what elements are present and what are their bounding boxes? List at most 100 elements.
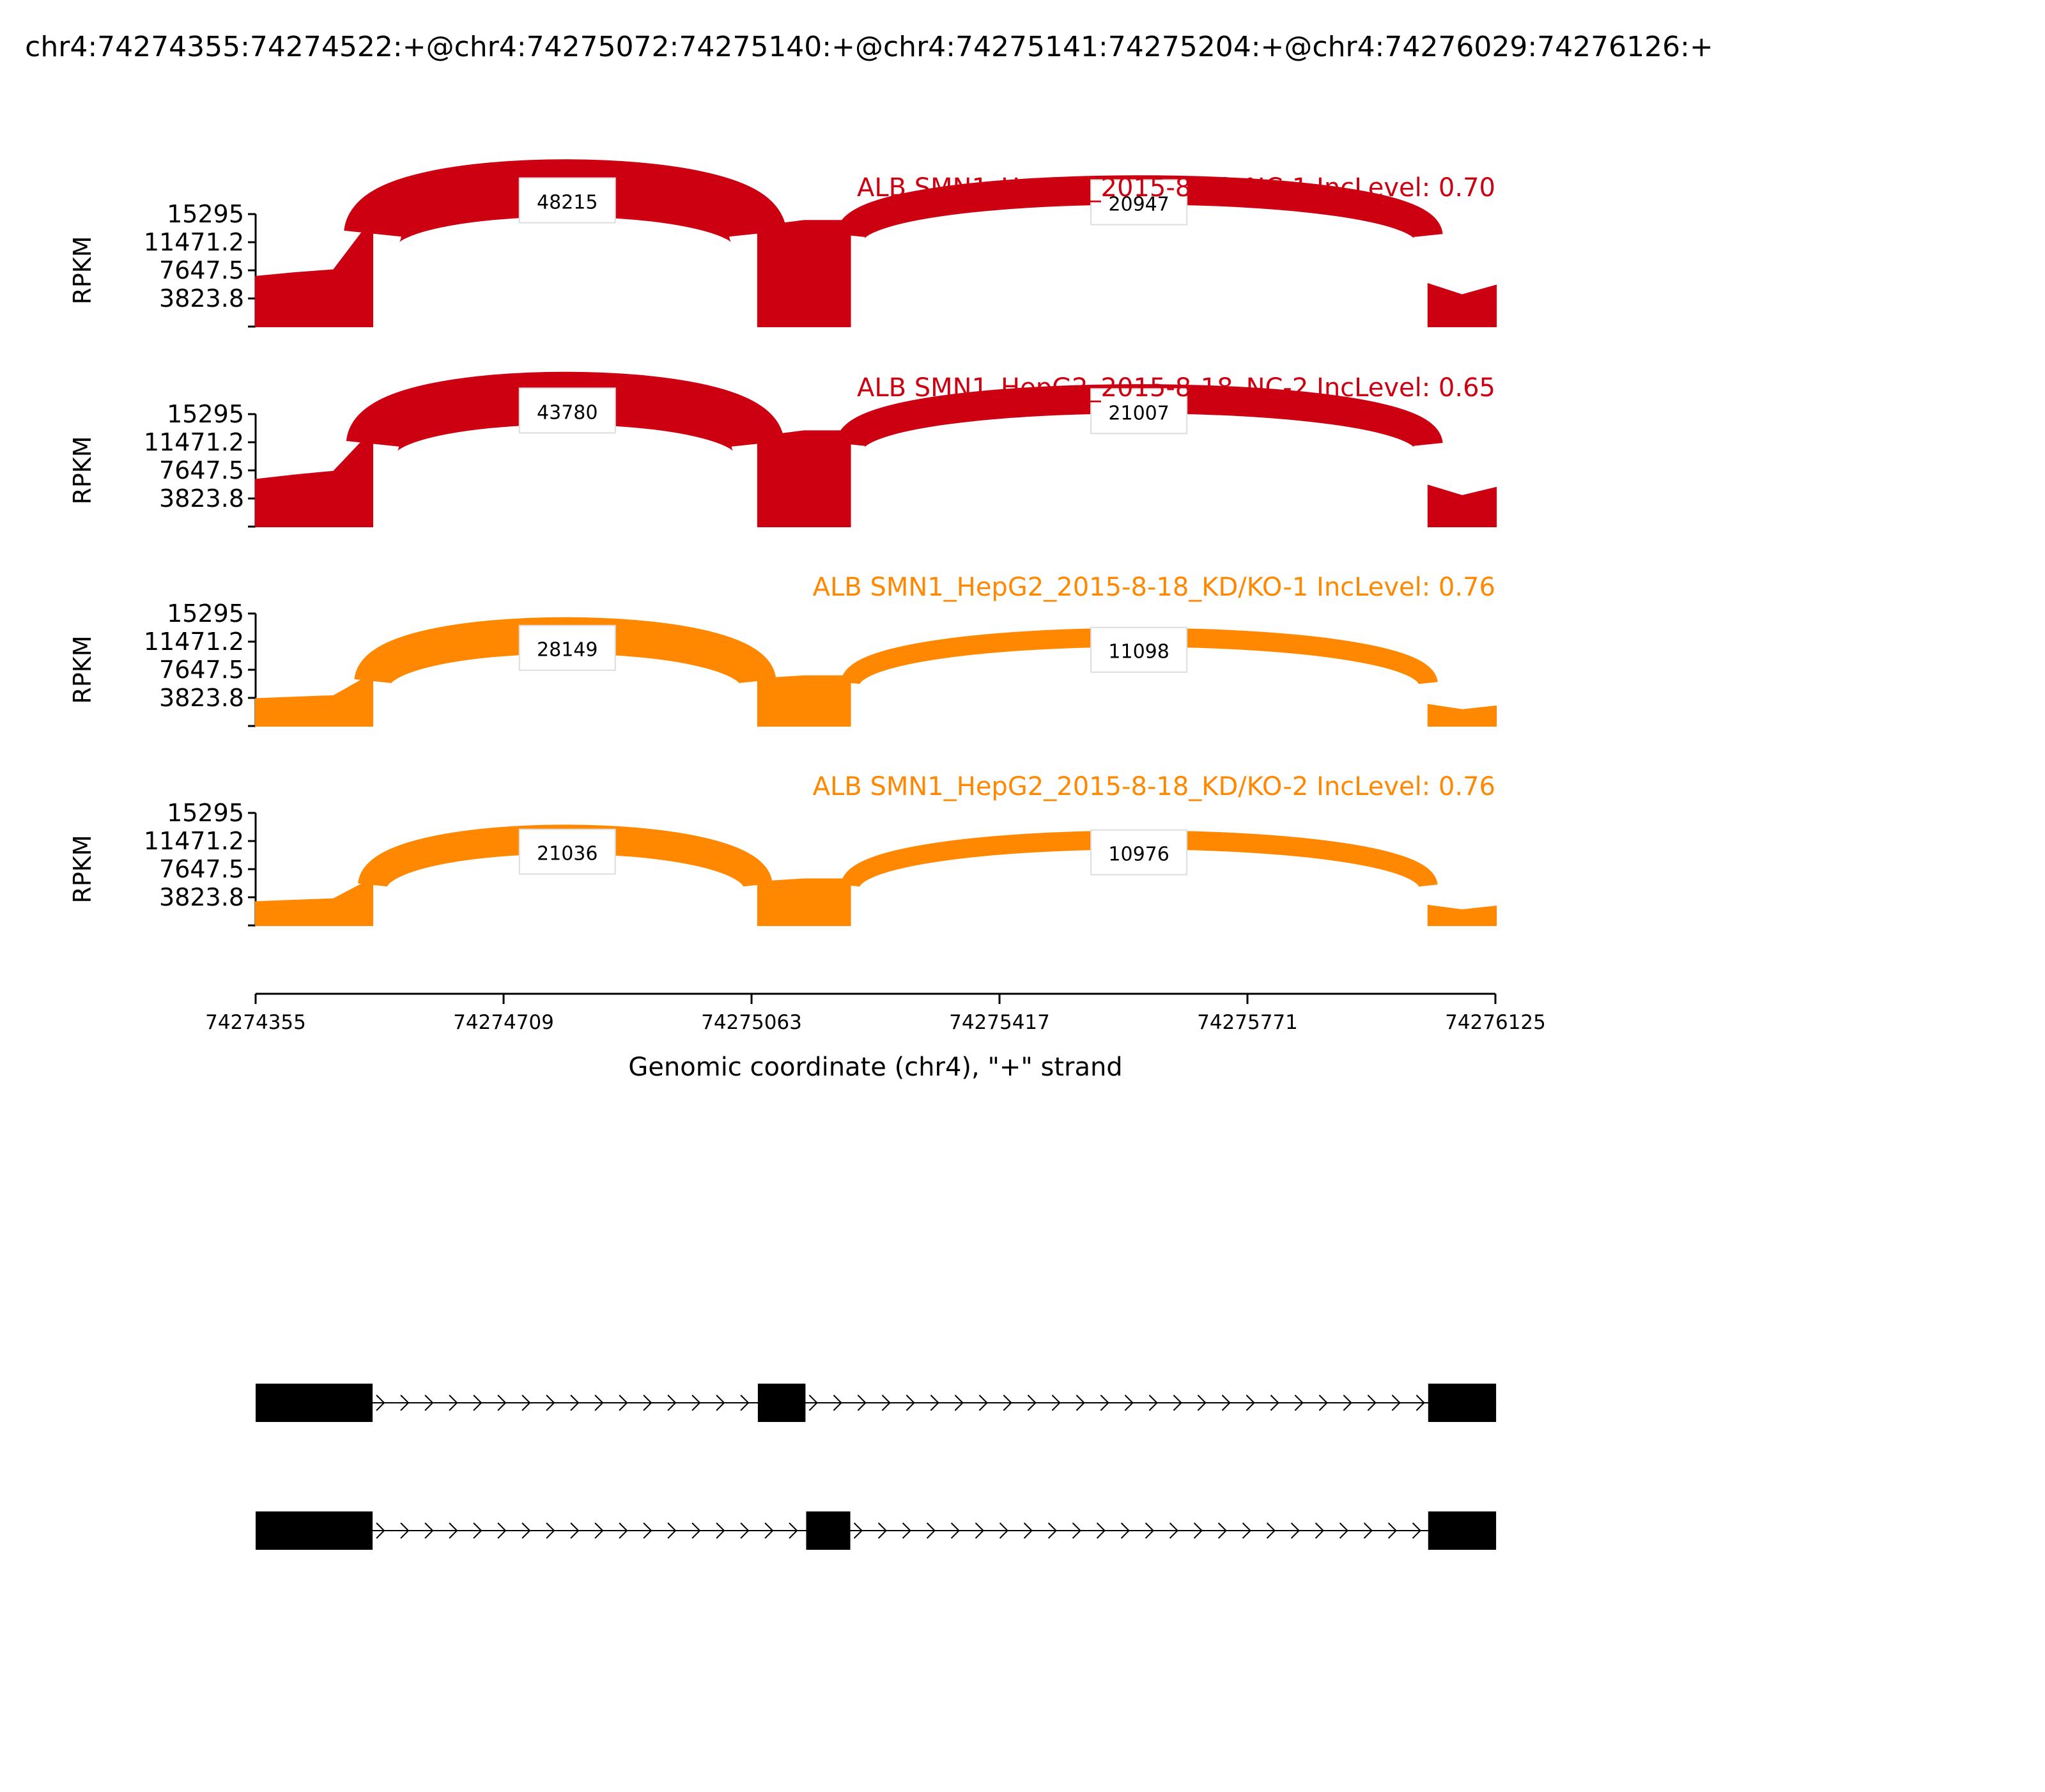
strand-arrow xyxy=(546,1522,555,1539)
strand-arrow xyxy=(853,1522,863,1539)
strand-arrow xyxy=(1173,1394,1182,1411)
strand-arrow xyxy=(764,1522,774,1539)
x-tick-label: 74274709 xyxy=(453,1011,554,1034)
y-tick-label: 3823.8 xyxy=(159,883,244,911)
y-tick-label: 11471.2 xyxy=(144,228,244,256)
strand-arrow xyxy=(643,1522,652,1539)
strand-arrow xyxy=(1318,1394,1328,1411)
y-tick-label: 7647.5 xyxy=(159,855,244,883)
strand-arrow xyxy=(667,1394,677,1411)
y-tick-label: 3823.8 xyxy=(159,484,244,513)
junction-label-box xyxy=(1090,388,1188,435)
junction-count-label: 21007 xyxy=(1108,402,1169,424)
figure-title: chr4:74274355:74274522:+@chr4:74275072:7… xyxy=(25,31,1713,63)
strand-arrow xyxy=(594,1394,604,1411)
strand-arrow xyxy=(473,1522,482,1539)
strand-arrow xyxy=(1290,1522,1300,1539)
strand-arrow xyxy=(594,1522,604,1539)
coverage-area xyxy=(757,675,851,727)
x-tick-label: 74275771 xyxy=(1197,1011,1298,1034)
y-tick-label: 15295 xyxy=(167,400,244,428)
y-tick-label: 3823.8 xyxy=(159,684,244,712)
coverage-area xyxy=(255,216,374,327)
y-tick-label: 15295 xyxy=(167,799,244,827)
strand-arrow xyxy=(1148,1394,1158,1411)
junction-count-label: 21036 xyxy=(537,843,598,865)
coverage-area xyxy=(1427,282,1497,327)
strand-arrow xyxy=(691,1522,701,1539)
isoform-track xyxy=(256,1384,1497,1422)
exon-block xyxy=(256,1384,373,1422)
strand-arrow xyxy=(740,1394,750,1411)
y-tick-label: 11471.2 xyxy=(144,628,244,656)
coverage-area xyxy=(255,428,374,527)
x-tick-label: 74276125 xyxy=(1445,1011,1546,1034)
strand-arrow xyxy=(954,1394,964,1411)
strand-arrow xyxy=(521,1522,531,1539)
y-axis-label: RPKM xyxy=(68,635,96,704)
strand-arrow xyxy=(1315,1522,1324,1539)
strand-arrow xyxy=(1294,1394,1304,1411)
strand-arrow xyxy=(833,1394,842,1411)
strand-arrow xyxy=(497,1522,507,1539)
strand-arrow xyxy=(1416,1394,1425,1411)
strand-arrow xyxy=(1076,1394,1085,1411)
sample-label: ALB SMN1_HepG2_2015-8-18_NC-2 IncLevel: … xyxy=(857,373,1495,403)
strand-arrow xyxy=(1120,1522,1130,1539)
strand-arrow xyxy=(473,1394,482,1411)
strand-arrow xyxy=(643,1394,652,1411)
y-axis-label: RPKM xyxy=(68,436,96,504)
junction-count-label: 11098 xyxy=(1108,641,1169,663)
junction-label-box xyxy=(1090,626,1188,673)
strand-arrow xyxy=(789,1522,798,1539)
strand-arrow xyxy=(881,1394,891,1411)
strand-arrow xyxy=(1412,1522,1421,1539)
strand-arrow xyxy=(1096,1522,1106,1539)
strand-arrow xyxy=(1367,1394,1377,1411)
strand-arrow xyxy=(902,1522,911,1539)
strand-arrow xyxy=(808,1394,818,1411)
strand-arrow xyxy=(497,1394,507,1411)
strand-arrow xyxy=(424,1522,434,1539)
exon-block xyxy=(806,1511,851,1550)
junction-label-box xyxy=(518,177,616,224)
strand-arrow xyxy=(1023,1522,1033,1539)
junction-count-label: 10976 xyxy=(1108,844,1169,866)
x-axis-label: Genomic coordinate (chr4), "+" strand xyxy=(628,1053,1122,1082)
strand-arrow xyxy=(1100,1394,1109,1411)
strand-arrow xyxy=(1197,1394,1207,1411)
strand-arrow xyxy=(1363,1522,1373,1539)
y-tick-label: 15295 xyxy=(167,599,244,628)
exon-block xyxy=(256,1511,373,1550)
strand-arrow xyxy=(716,1522,725,1539)
strand-arrow xyxy=(449,1522,458,1539)
strand-arrow xyxy=(449,1394,458,1411)
strand-arrow xyxy=(1169,1522,1178,1539)
strand-arrow xyxy=(950,1522,960,1539)
strand-arrow xyxy=(546,1394,555,1411)
strand-arrow xyxy=(926,1522,936,1539)
coverage-area xyxy=(255,672,374,727)
strand-arrow xyxy=(400,1522,410,1539)
strand-arrow xyxy=(1124,1394,1134,1411)
junction-count-label: 28149 xyxy=(537,639,598,661)
strand-arrow xyxy=(1339,1522,1348,1539)
y-tick-label: 3823.8 xyxy=(159,284,244,313)
strand-arrow xyxy=(521,1394,531,1411)
x-tick-label: 74275417 xyxy=(949,1011,1050,1034)
y-tick-label: 15295 xyxy=(167,200,244,228)
strand-arrow xyxy=(376,1394,385,1411)
exon-block xyxy=(757,1384,806,1422)
strand-arrow xyxy=(619,1522,628,1539)
junction-label-box xyxy=(518,828,616,875)
strand-arrow xyxy=(1391,1394,1401,1411)
strand-arrow xyxy=(400,1394,410,1411)
strand-arrow xyxy=(1221,1394,1231,1411)
y-tick-label: 7647.5 xyxy=(159,256,244,284)
strand-arrow xyxy=(1387,1522,1397,1539)
strand-arrow xyxy=(857,1394,867,1411)
junction-count-label: 20947 xyxy=(1108,193,1169,215)
strand-arrow xyxy=(740,1522,750,1539)
